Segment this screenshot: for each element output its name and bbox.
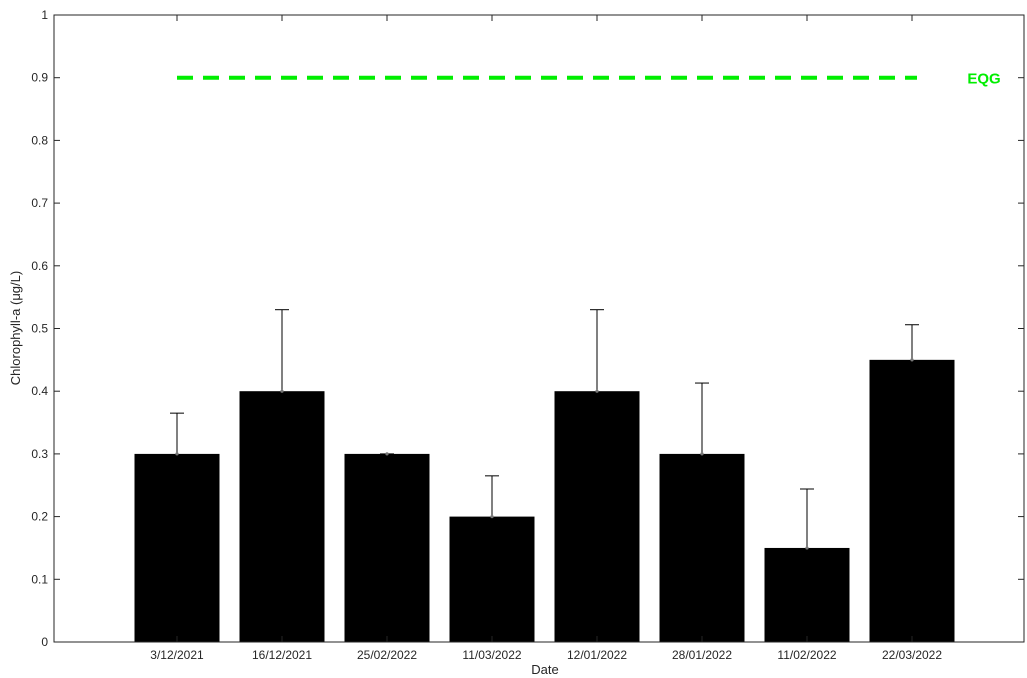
y-tick-label: 0.6 (31, 259, 48, 273)
y-tick-label: 0.1 (31, 572, 48, 586)
bar (449, 516, 535, 642)
error-bars-layer (170, 309, 919, 550)
y-tick-label: 0.9 (31, 71, 48, 85)
bar-mean-marker (280, 389, 284, 393)
bar-mean-marker (805, 546, 809, 550)
bar (554, 391, 640, 642)
bar (764, 547, 850, 642)
x-tick-label: 11/03/2022 (462, 648, 521, 662)
y-axis-title: Chlorophyll-a (μg/L) (8, 271, 23, 385)
ticks-layer: 0 0.1 0.2 0.3 0.4 0.5 0.6 0.7 0.8 0.9 1 3/12/2021 16… (31, 8, 1024, 662)
x-tick-label: 22/03/2022 (882, 648, 942, 662)
bar-mean-marker (490, 515, 494, 519)
eqg-label: EQG (967, 71, 1000, 88)
bar (659, 453, 745, 642)
bar (869, 359, 955, 642)
y-tick-label: 0.4 (31, 384, 48, 398)
x-tick-label: 28/01/2022 (672, 648, 732, 662)
labels-layer: Date Chlorophyll-a (μg/L) (8, 271, 559, 677)
bar (134, 453, 220, 642)
x-tick-label: 11/02/2022 (777, 648, 836, 662)
bar-mean-marker (910, 358, 914, 362)
y-tick-label: 0.8 (31, 133, 48, 147)
x-tick-label: 12/01/2022 (567, 648, 627, 662)
y-tick-label: 0.5 (31, 322, 48, 336)
bar (344, 453, 430, 642)
bar-mean-marker (385, 452, 389, 456)
bar-mean-marker (700, 452, 704, 456)
reference-line-layer: EQG (177, 71, 1001, 88)
bar-mean-marker (595, 389, 599, 393)
x-axis-title: Date (531, 662, 558, 677)
bar-mean-marker (175, 452, 179, 456)
x-tick-label: 16/12/2021 (252, 648, 312, 662)
bars-layer (134, 359, 955, 642)
y-tick-label: 0.3 (31, 447, 48, 461)
y-tick-label: 0 (41, 635, 48, 649)
y-tick-label: 0.2 (31, 510, 48, 524)
y-tick-label: 1 (41, 8, 48, 22)
bar (239, 391, 325, 642)
x-tick-label: 25/02/2022 (357, 648, 417, 662)
x-tick-label: 3/12/2021 (150, 648, 204, 662)
y-tick-label: 0.7 (31, 196, 48, 210)
